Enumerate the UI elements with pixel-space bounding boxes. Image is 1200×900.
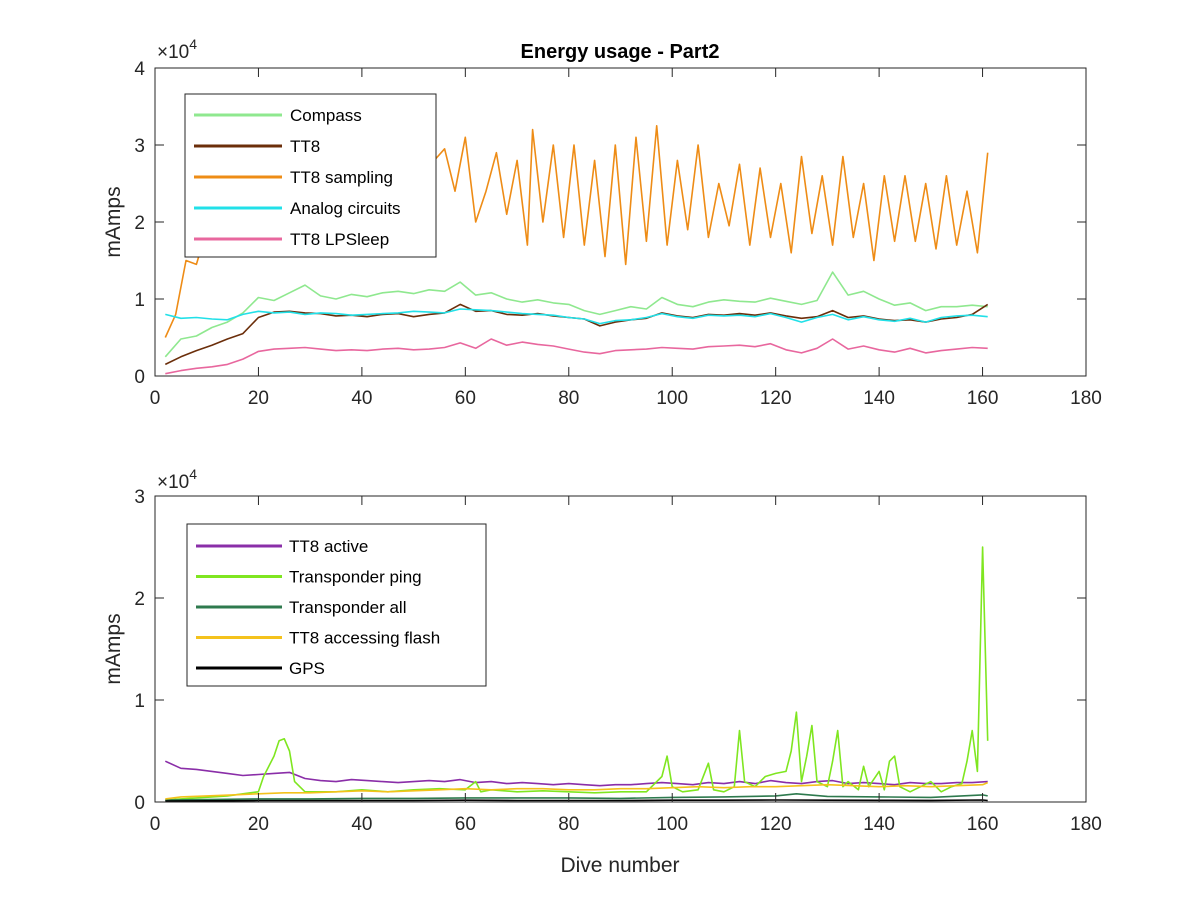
- top-y-tick-label: 1: [134, 290, 145, 311]
- top-y-tick-label: 0: [134, 367, 145, 388]
- top-legend-label-1: TT8: [290, 137, 320, 156]
- bottom-series-line-4: [165, 799, 988, 802]
- top-x-tick-label: 20: [248, 388, 269, 409]
- bottom-x-tick-label: 120: [760, 814, 792, 835]
- bottom-y-tick-label: 3: [134, 487, 145, 508]
- top-y-tick-label: 4: [134, 59, 145, 80]
- top-y-axis-label: mAmps: [102, 186, 125, 257]
- bottom-x-axis-label: Dive number: [560, 854, 679, 877]
- top-x-tick-label: 60: [455, 388, 476, 409]
- bottom-axes-box: [154, 495, 1087, 803]
- bottom-axes: 0 20 40 60 80 100 120 140 160 180 0 1 2 3 Dive number…: [102, 466, 1102, 877]
- bottom-y-tick-label: 2: [134, 589, 145, 610]
- bottom-x-tick-label: 180: [1070, 814, 1102, 835]
- top-title: Energy usage - Part2: [521, 41, 720, 63]
- top-x-tick-label: 160: [967, 388, 999, 409]
- bottom-legend-label-0: TT8 active: [289, 537, 368, 556]
- top-axes: 0 20 40 60 80 100 120 140 160 180 0 1 2 3 4 Energy usa…: [102, 36, 1102, 409]
- bottom-x-tick-label: 160: [967, 814, 999, 835]
- top-x-tick-label: 100: [656, 388, 688, 409]
- top-legend-label-3: Analog circuits: [290, 199, 401, 218]
- bottom-legend-label-2: Transponder all: [289, 598, 407, 617]
- bottom-series-line-1: [165, 546, 989, 801]
- top-y-tick-label: 2: [134, 213, 145, 234]
- bottom-x-tick-label: 40: [351, 814, 372, 835]
- bottom-legend-label-1: Transponder ping: [289, 568, 422, 587]
- top-series-line-0: [164, 271, 988, 358]
- bottom-x-tick-label: 140: [863, 814, 895, 835]
- bottom-x-tick-label: 60: [455, 814, 476, 835]
- bottom-x-tick-label: 100: [656, 814, 688, 835]
- top-legend: Compass TT8 TT8 sampling Analog circuits TT8…: [184, 93, 437, 258]
- bottom-legend-box: [186, 523, 487, 687]
- bottom-x-tick-label: 0: [150, 814, 161, 835]
- top-y-tick-label: 3: [134, 136, 145, 157]
- bottom-x-tick-label: 80: [558, 814, 579, 835]
- top-exponent-base: ×10: [157, 42, 189, 63]
- bottom-legend-label-3: TT8 accessing flash: [289, 629, 440, 648]
- bottom-y-tick-label: 1: [134, 691, 145, 712]
- top-x-tick-label: 80: [558, 388, 579, 409]
- bottom-exponent-power: 4: [189, 466, 197, 482]
- top-series-line-3: [165, 308, 988, 325]
- bottom-exponent-base: ×10: [157, 472, 189, 493]
- top-exponent-label: ×104: [157, 36, 197, 63]
- top-legend-label-4: TT8 LPSleep: [290, 230, 389, 249]
- top-x-tick-label: 120: [760, 388, 792, 409]
- top-legend-label-0: Compass: [290, 106, 362, 125]
- bottom-ticks: 0 20 40 60 80 100 120 140 160 180 0 1 2 3: [134, 487, 1101, 835]
- top-x-tick-label: 140: [863, 388, 895, 409]
- bottom-x-tick-label: 20: [248, 814, 269, 835]
- bottom-y-tick-label: 0: [134, 793, 145, 814]
- bottom-series-line-3: [165, 781, 989, 800]
- bottom-y-axis-label: mAmps: [102, 613, 125, 684]
- bottom-legend-label-4: GPS: [289, 659, 325, 678]
- top-x-tick-label: 0: [150, 388, 161, 409]
- top-ticks: 0 20 40 60 80 100 120 140 160 180 0 1 2 3 4: [134, 59, 1101, 409]
- top-x-tick-label: 40: [351, 388, 372, 409]
- top-series-line-4: [165, 338, 988, 375]
- bottom-exponent-label: ×104: [157, 466, 197, 493]
- top-exponent-power: 4: [189, 36, 197, 52]
- top-x-tick-label: 180: [1070, 388, 1102, 409]
- top-legend-label-2: TT8 sampling: [290, 168, 393, 187]
- bottom-legend: TT8 active Transponder ping Transponder al…: [186, 523, 487, 687]
